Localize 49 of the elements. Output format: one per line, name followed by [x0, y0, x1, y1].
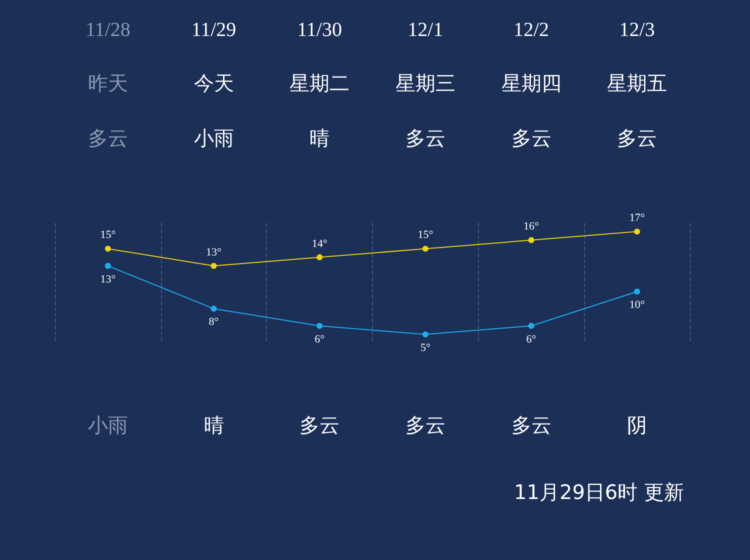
text: 小雨 [88, 413, 128, 437]
text: 星期二 [290, 71, 350, 95]
text: 星期三 [395, 71, 456, 95]
data-label: 8° [208, 316, 219, 328]
x-tick-label: 11/28 [86, 19, 130, 41]
point [316, 254, 323, 260]
point [316, 322, 323, 329]
text: 阴 [627, 413, 648, 437]
point [528, 237, 534, 244]
text: 多云 [405, 413, 446, 437]
data-label: 10° [629, 299, 645, 312]
x-tick-label: 12/3 [619, 19, 655, 41]
point [104, 246, 111, 252]
data-label: 6° [526, 333, 536, 346]
text: 多云 [511, 126, 552, 150]
text: 晴 [310, 126, 330, 150]
point [422, 331, 428, 338]
text: 今天 [194, 71, 234, 95]
data-label: 13° [100, 273, 116, 286]
data-label: 15° [418, 229, 434, 242]
data-label: 13° [206, 246, 222, 258]
text: 11月29日6时 更新 [514, 480, 684, 504]
point [634, 228, 640, 235]
text: 星期五 [607, 71, 668, 95]
text: 星期四 [501, 71, 562, 95]
x-tick-label: 11/29 [191, 19, 236, 41]
point [210, 262, 217, 269]
data-label: 15° [100, 229, 116, 242]
text: 小雨 [194, 126, 234, 150]
x-tick-label: 12/2 [513, 19, 550, 41]
data-label: 6° [314, 333, 325, 346]
data-label: 16° [524, 220, 539, 233]
text: 多云 [405, 126, 446, 150]
x-tick-label: 11/30 [297, 19, 342, 41]
point [210, 306, 217, 312]
text: 多云 [511, 413, 552, 437]
text: 多云 [617, 126, 658, 150]
data-label: 14° [312, 238, 328, 250]
point [422, 246, 428, 252]
point [528, 322, 534, 329]
data-label: 5° [420, 342, 430, 354]
data-label: 17° [629, 212, 645, 224]
point [104, 262, 111, 269]
x-tick-label: 12/1 [408, 19, 444, 41]
text: 晴 [204, 413, 224, 437]
text: 多云 [88, 126, 128, 150]
text: 多云 [300, 413, 340, 437]
text: 昨天 [88, 71, 128, 95]
point [634, 288, 640, 295]
